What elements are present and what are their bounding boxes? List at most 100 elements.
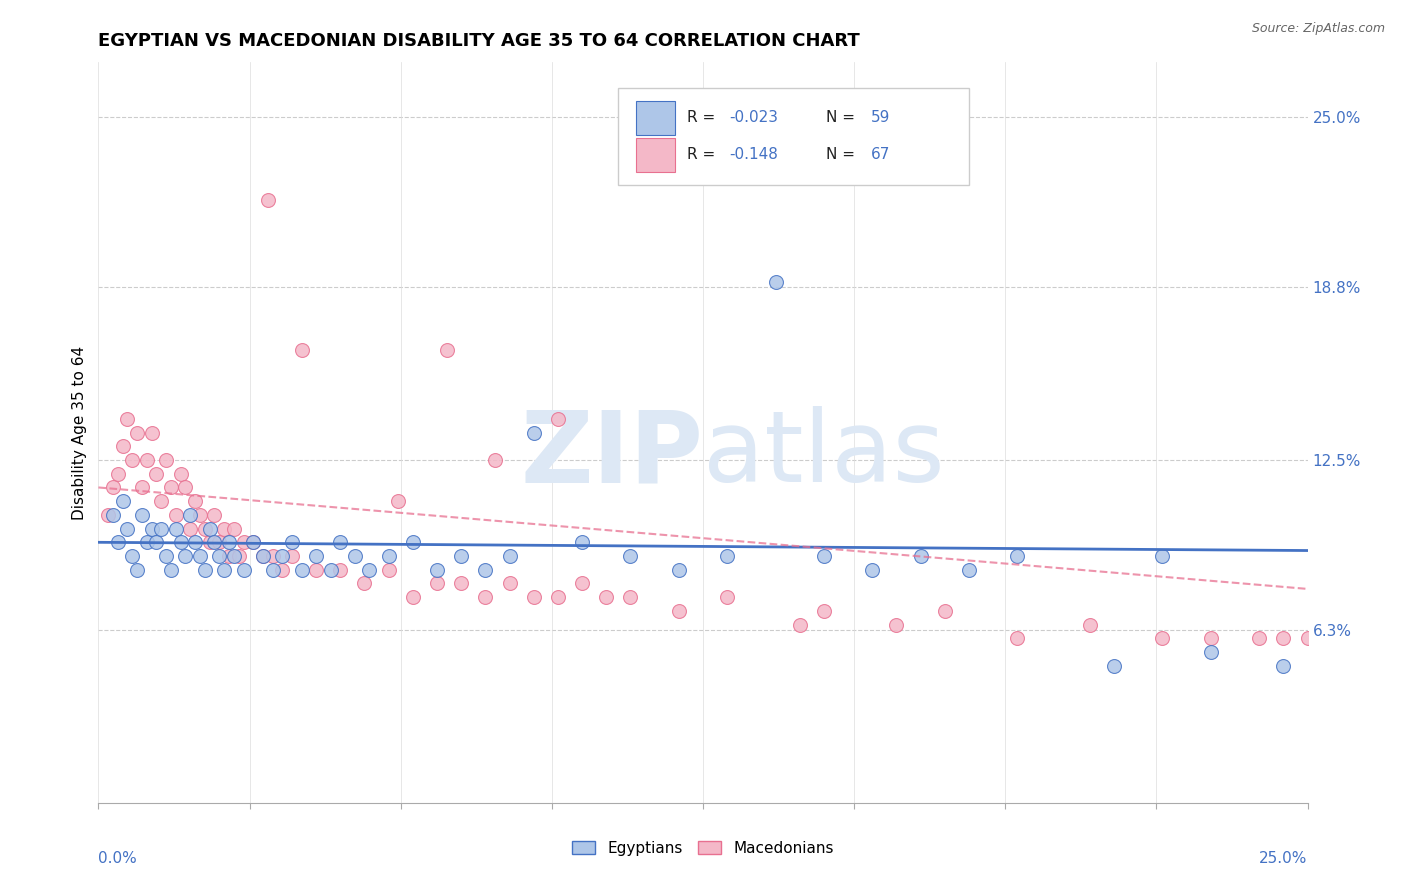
- Point: [188, 508, 211, 522]
- Point: [169, 467, 191, 481]
- Point: [145, 467, 167, 481]
- Point: [377, 549, 399, 563]
- Text: 59: 59: [872, 111, 890, 126]
- Point: [184, 535, 207, 549]
- Point: [1272, 632, 1295, 646]
- Legend: Egyptians, Macedonians: Egyptians, Macedonians: [567, 835, 839, 862]
- Point: [184, 494, 207, 508]
- Point: [426, 576, 449, 591]
- Text: Source: ZipAtlas.com: Source: ZipAtlas.com: [1251, 22, 1385, 36]
- Point: [1007, 549, 1029, 563]
- Point: [716, 590, 738, 604]
- Point: [353, 576, 375, 591]
- FancyBboxPatch shape: [637, 138, 675, 172]
- Point: [101, 480, 124, 494]
- Point: [498, 549, 520, 563]
- FancyBboxPatch shape: [619, 88, 969, 185]
- Point: [436, 343, 458, 358]
- Point: [886, 617, 908, 632]
- Y-axis label: Disability Age 35 to 64: Disability Age 35 to 64: [72, 345, 87, 520]
- Point: [101, 508, 124, 522]
- Point: [262, 549, 284, 563]
- Text: N =: N =: [827, 111, 860, 126]
- Point: [668, 604, 690, 618]
- Text: EGYPTIAN VS MACEDONIAN DISABILITY AGE 35 TO 64 CORRELATION CHART: EGYPTIAN VS MACEDONIAN DISABILITY AGE 35…: [98, 32, 860, 50]
- Point: [1102, 658, 1125, 673]
- Point: [765, 275, 787, 289]
- Point: [595, 590, 617, 604]
- Point: [179, 522, 201, 536]
- Point: [262, 563, 284, 577]
- Point: [127, 425, 149, 440]
- Point: [135, 535, 157, 549]
- Text: 0.0%: 0.0%: [98, 851, 138, 866]
- Point: [228, 549, 250, 563]
- Point: [160, 563, 183, 577]
- Point: [222, 522, 245, 536]
- Point: [204, 508, 226, 522]
- Point: [117, 412, 139, 426]
- Point: [150, 522, 173, 536]
- Point: [571, 576, 593, 591]
- Point: [860, 563, 883, 577]
- Point: [619, 549, 641, 563]
- Point: [160, 480, 183, 494]
- Point: [222, 549, 245, 563]
- Point: [218, 535, 240, 549]
- Point: [188, 549, 211, 563]
- Point: [290, 563, 312, 577]
- Point: [329, 535, 352, 549]
- Point: [135, 453, 157, 467]
- Point: [150, 494, 173, 508]
- Point: [232, 563, 254, 577]
- Point: [359, 563, 381, 577]
- Point: [498, 576, 520, 591]
- Point: [145, 535, 167, 549]
- Point: [668, 563, 690, 577]
- Point: [242, 535, 264, 549]
- Point: [194, 563, 217, 577]
- Point: [1152, 549, 1174, 563]
- Point: [127, 563, 149, 577]
- Text: R =: R =: [688, 111, 720, 126]
- Point: [111, 494, 134, 508]
- Point: [194, 522, 217, 536]
- Point: [450, 576, 472, 591]
- Point: [789, 617, 811, 632]
- Point: [212, 522, 235, 536]
- Point: [547, 412, 569, 426]
- Point: [1007, 632, 1029, 646]
- FancyBboxPatch shape: [637, 101, 675, 135]
- Text: 67: 67: [872, 147, 890, 162]
- Point: [107, 535, 129, 549]
- Point: [813, 549, 835, 563]
- Point: [1272, 658, 1295, 673]
- Point: [232, 535, 254, 549]
- Point: [1078, 617, 1101, 632]
- Point: [934, 604, 956, 618]
- Point: [141, 425, 163, 440]
- Point: [319, 563, 342, 577]
- Point: [174, 549, 197, 563]
- Point: [619, 590, 641, 604]
- Point: [174, 480, 197, 494]
- Point: [198, 535, 221, 549]
- Point: [957, 563, 980, 577]
- Point: [204, 535, 226, 549]
- Point: [208, 549, 231, 563]
- Point: [256, 193, 278, 207]
- Point: [97, 508, 120, 522]
- Point: [813, 604, 835, 618]
- Point: [1296, 632, 1319, 646]
- Point: [716, 549, 738, 563]
- Point: [107, 467, 129, 481]
- Point: [281, 549, 304, 563]
- Point: [305, 549, 328, 563]
- Point: [121, 453, 143, 467]
- Point: [426, 563, 449, 577]
- Point: [111, 439, 134, 453]
- Point: [377, 563, 399, 577]
- Point: [131, 480, 153, 494]
- Point: [571, 535, 593, 549]
- Point: [402, 535, 425, 549]
